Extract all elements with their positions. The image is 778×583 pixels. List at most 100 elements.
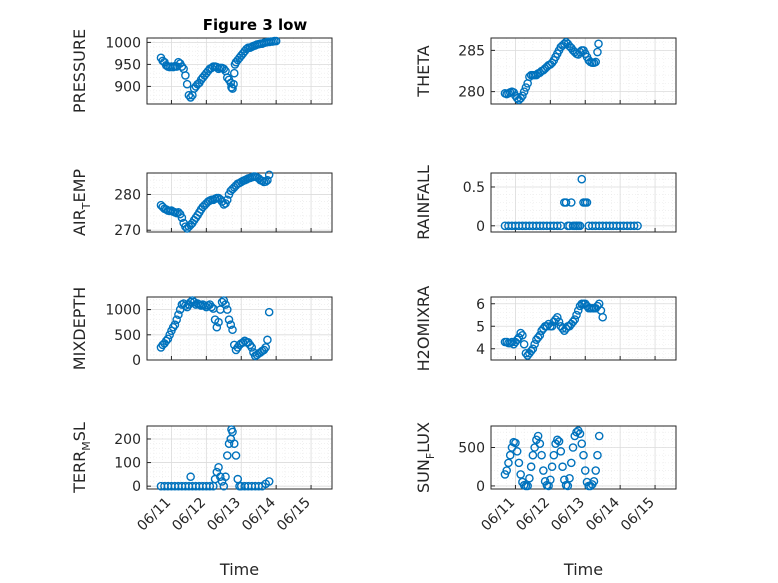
data-point	[579, 450, 588, 460]
data-point	[226, 320, 236, 330]
data-point	[182, 79, 192, 89]
data-point	[172, 315, 181, 324]
y-tick-label: 280	[458, 85, 485, 101]
data-point	[568, 317, 578, 327]
data-point	[523, 481, 532, 491]
y-axis-label: MIXDEPTH	[70, 287, 89, 370]
data-point	[264, 170, 274, 180]
chart-panel-h2omixra: 4 5 6 H2OMIXRA	[414, 286, 677, 371]
y-axis-label: PRESSURE	[70, 29, 89, 113]
x-tick-label: 06/14	[239, 494, 279, 534]
chart-panel-pressure: 900 950 1000 PRESSURE	[70, 29, 333, 113]
data-point	[554, 437, 564, 446]
data-point	[594, 431, 604, 441]
data-point	[591, 57, 601, 67]
data-point	[537, 450, 546, 460]
data-point	[181, 71, 190, 80]
data-point	[516, 328, 525, 338]
y-axis-label: RAINFALL	[414, 165, 433, 240]
data-point	[566, 198, 576, 207]
x-tick-label: 06/12	[513, 495, 553, 535]
data-point	[542, 321, 552, 331]
data-point	[521, 348, 531, 358]
data-point	[222, 195, 232, 205]
data-point	[264, 477, 274, 486]
axes-frame	[490, 296, 677, 361]
data-point	[556, 447, 566, 456]
data-point	[560, 39, 569, 49]
data-point	[207, 302, 216, 312]
data-point	[222, 305, 232, 314]
data-point	[247, 343, 257, 352]
data-point	[163, 334, 173, 344]
data-point	[228, 427, 237, 437]
data-point	[511, 438, 520, 448]
data-point	[553, 435, 562, 445]
data-point	[575, 221, 585, 231]
data-point	[572, 310, 581, 320]
data-point	[535, 330, 545, 340]
data-point	[507, 337, 517, 347]
data-point	[222, 451, 232, 460]
x-tick-label: 06/15	[618, 495, 658, 535]
data-point	[598, 312, 607, 322]
chart-panel-theta: 280 285 THETA	[414, 37, 677, 105]
y-tick-label: 1000	[105, 303, 141, 319]
x-tick-label: 06/15	[274, 495, 314, 535]
data-point	[221, 472, 230, 482]
y-tick-label: 200	[114, 432, 141, 448]
data-point	[205, 481, 215, 491]
axes-frame	[490, 425, 677, 490]
chart-panel-rainfall: 0 0.5 RAINFALL	[414, 165, 677, 240]
data-point	[263, 175, 272, 185]
data-point	[514, 458, 524, 468]
y-tick-label: 0	[132, 479, 141, 495]
x-axis-label: Time	[219, 560, 259, 579]
data-point	[629, 221, 639, 231]
data-point	[229, 68, 239, 78]
data-point	[228, 325, 237, 335]
data-point	[181, 222, 190, 231]
data-point	[165, 330, 174, 340]
axes-frame	[490, 37, 677, 105]
data-point	[573, 306, 583, 315]
data-point	[512, 335, 522, 345]
data-point	[575, 429, 585, 438]
data-point	[561, 198, 571, 207]
data-point	[565, 473, 574, 483]
data-point	[271, 36, 281, 46]
data-point	[546, 475, 555, 485]
y-tick-label: 1000	[105, 35, 141, 51]
data-point	[261, 177, 270, 186]
data-point	[593, 47, 602, 57]
data-point	[518, 330, 527, 340]
data-point	[502, 466, 512, 475]
data-point	[177, 62, 187, 71]
data-point	[224, 439, 234, 448]
y-tick-label: 500	[114, 328, 141, 344]
data-point	[570, 315, 580, 324]
y-axis-label: SUNFLUX	[414, 422, 437, 493]
data-point	[568, 443, 578, 452]
y-tick-label: 5	[476, 319, 485, 335]
data-point	[577, 174, 587, 184]
data-point	[229, 439, 239, 448]
data-point	[214, 317, 223, 327]
y-axis-label: TERRMSL	[70, 422, 93, 494]
data-point	[261, 343, 270, 352]
data-point	[504, 458, 513, 468]
axes-frame	[146, 37, 333, 105]
data-point	[519, 339, 529, 349]
data-point	[264, 307, 274, 317]
data-point	[516, 470, 525, 479]
y-tick-label: 100	[114, 456, 141, 472]
data-point	[221, 300, 230, 309]
data-point	[512, 93, 522, 103]
data-point	[594, 39, 603, 49]
y-tick-label: 950	[114, 57, 141, 73]
data-point	[526, 346, 536, 356]
data-point	[535, 439, 545, 448]
